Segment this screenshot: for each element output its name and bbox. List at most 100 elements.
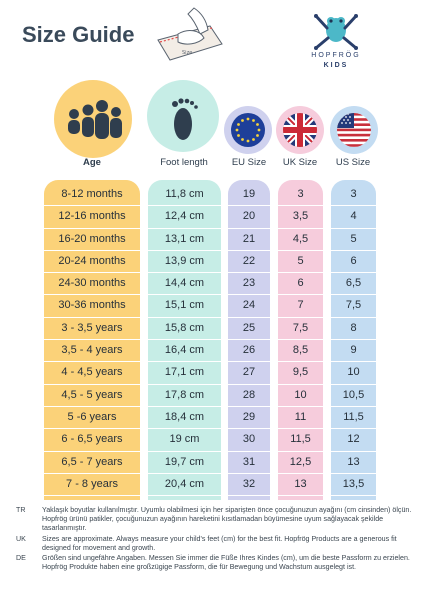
foot-length-cell: 15,1 cm [164,299,205,312]
row-divider [148,428,221,430]
foot-length-cell: 16,4 cm [164,344,205,357]
us-size-cell: 5 [350,232,357,245]
row-divider [331,339,376,341]
row-divider [278,272,323,274]
us-size-cell: 3 [350,188,357,200]
table-row: 3,5 - 4 years 16,4 cm 26 8,5 9 [0,340,424,363]
us-header-circle [330,106,378,154]
us-size-cell: 4 [350,210,357,223]
foot-length-cell: 19,7 cm [164,455,205,468]
uk-size-cell: 6 [297,277,304,290]
eu-size-cell: 24 [242,299,256,312]
eu-size-cell: 26 [242,344,256,357]
age-column-header: Age [83,157,101,168]
eu-size-cell: 27 [242,366,256,379]
footprint-icon [172,98,198,140]
age-cell: 8-12 months [61,188,123,200]
us-size-cell: 7,5 [345,299,362,312]
row-divider [278,205,323,207]
page-title: Size Guide [22,22,135,47]
row-divider [228,339,270,341]
uk-size-cell: 3,5 [292,210,309,223]
row-divider [44,450,140,452]
note-language-code: DE [16,554,26,563]
family-icon [68,100,122,139]
row-divider [44,339,140,341]
row-divider [331,316,376,318]
row-divider [148,339,221,341]
foot-length-cell: 19 cm [169,433,200,446]
row-divider [228,316,270,318]
logo-brand-text: HOPFRÖG [311,52,361,59]
foot-length-cell: 12,4 cm [164,210,205,223]
note-text: Yaklaşık boyutlar kullanılmıştır. Uyumlu… [42,506,412,533]
row-divider [278,405,323,407]
uk-size-cell: 7,5 [292,321,309,334]
row-divider [44,205,140,207]
note-item: UK Sizes are approximate. Always measure … [16,535,416,553]
eu-size-cell: 32 [242,477,256,490]
foot-length-cell: 13,9 cm [164,254,205,267]
foot-column-header: Foot length [160,157,208,168]
row-divider [331,450,376,452]
row-divider [148,450,221,452]
foot-length-cell: 13,1 cm [164,232,205,245]
us-size-cell: 8 [350,321,357,334]
age-cell: 12-16 months [58,210,126,223]
note-language-code: UK [16,534,26,543]
row-divider [331,495,376,497]
table-row: 12-16 months 12,4 cm 20 3,5 4 [0,206,424,229]
table-row: 20-24 months 13,9 cm 22 5 6 [0,251,424,274]
ruler-label: Size [182,50,192,56]
note-item: TR Yaklaşık boyutlar kullanılmıştır. Uyum… [16,506,416,534]
row-divider [228,472,270,474]
table-row: 8-12 months 11,8 cm 19 3 3 [0,184,424,207]
age-cell: 16-20 months [58,232,126,245]
table-row: 24-30 months 14,4 cm 23 6 6,5 [0,273,424,296]
us-size-cell: 13 [347,455,360,468]
row-divider [44,383,140,385]
row-divider [331,428,376,430]
row-divider [228,205,270,207]
age-cell: 24-30 months [58,277,126,290]
row-divider [331,294,376,296]
us-size-cell: 6,5 [345,277,362,290]
us-flag-icon [337,113,371,147]
age-header-circle [54,80,132,158]
uk-size-cell: 3 [297,188,304,200]
row-divider [44,472,140,474]
age-cell: 20-24 months [58,254,126,267]
row-divider [331,405,376,407]
row-divider [278,249,323,251]
uk-size-cell: 13 [294,477,307,490]
row-divider [278,316,323,318]
eu-flag-icon [231,113,265,147]
eu-size-cell: 22 [242,254,256,267]
age-cell: 6 - 6,5 years [61,433,123,446]
row-divider [278,495,323,497]
uk-header-circle [276,106,324,154]
uk-size-cell: 8,5 [292,344,309,357]
row-divider [228,383,270,385]
foot-length-cell: 17,1 cm [164,366,205,379]
row-divider [331,472,376,474]
age-cell: 4,5 - 5 years [61,388,123,401]
row-divider [331,249,376,251]
us-column-header: US Size [335,157,371,168]
uk-flag-icon [283,113,317,147]
row-divider [148,495,221,497]
us-size-cell: 9 [350,344,357,357]
foot-length-cell: 18,4 cm [164,410,205,423]
table-row: 6,5 - 7 years 19,7 cm 31 12,5 13 [0,452,424,474]
row-divider [44,272,140,274]
foot-length-cell: 15,8 cm [164,321,205,334]
row-divider [278,227,323,229]
uk-size-cell: 4,5 [292,232,309,245]
table-row: 5 -6 years 18,4 cm 29 11 11,5 [0,407,424,430]
eu-size-cell: 29 [242,410,256,423]
row-divider [228,450,270,452]
hopfrog-logo-icon [314,14,358,50]
table-row: 4,5 - 5 years 17,8 cm 28 10 10,5 [0,385,424,407]
row-divider [228,294,270,296]
uk-size-cell: 12,5 [289,455,312,468]
